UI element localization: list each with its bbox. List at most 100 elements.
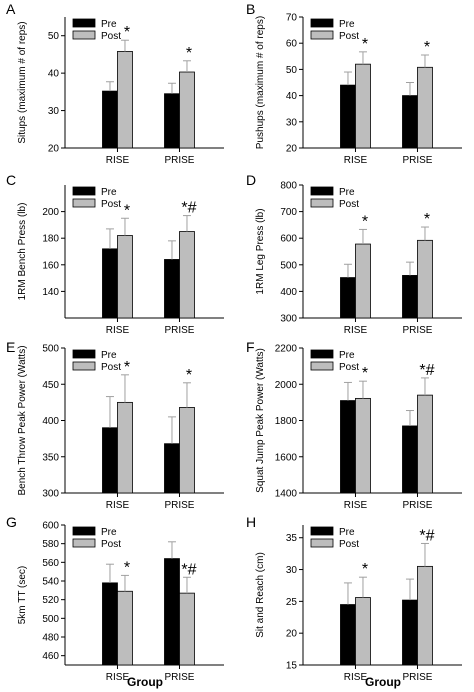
legend-swatch-post [310, 538, 334, 548]
x-tick-label: PRISE [402, 325, 432, 336]
significance-marker: * [362, 561, 368, 578]
bar-post-prise [417, 239, 433, 319]
y-tick-label: 460 [42, 651, 59, 662]
legend-label-post: Post [339, 362, 359, 373]
chart-panel-b: B 20 30 40 50 60 70 Pushups (maximum # of reps)… [246, 1, 462, 166]
y-tick-label: 1800 [275, 416, 298, 427]
bar-pre-rise [102, 582, 118, 666]
y-axis-label: Pushups (maximum # of reps) [255, 16, 266, 149]
y-tick-label: 540 [42, 577, 59, 588]
legend-label-pre: Pre [339, 350, 355, 361]
y-tick-label: 50 [48, 31, 60, 42]
legend-swatch-post [310, 198, 334, 208]
y-tick-label: 20 [286, 144, 298, 155]
legend-label-post: Post [101, 31, 121, 42]
y-tick-label: 580 [42, 539, 59, 550]
significance-marker: * [424, 211, 430, 228]
x-tick-label: RISE [344, 672, 368, 683]
bar-pre-prise [164, 259, 180, 319]
panel-letter: D [246, 172, 256, 188]
y-tick-label: 15 [286, 661, 298, 672]
x-tick-label: PRISE [402, 672, 432, 683]
bar-pre-rise [340, 277, 356, 319]
bar-pre-prise [402, 599, 418, 666]
x-tick-label: RISE [344, 155, 368, 166]
chart-panel-c: C 140 160 180 200 1RM Bench Press (lb) RISE * PR… [6, 172, 224, 336]
bar-pre-rise [102, 248, 118, 319]
significance-marker: *# [419, 362, 434, 379]
x-tick-label: PRISE [402, 500, 432, 511]
y-axis-label: Bench Throw Peak Power (Watts) [17, 345, 28, 495]
bar-pre-rise [340, 604, 356, 666]
bar-post-rise [117, 401, 133, 494]
y-tick-label: 30 [286, 117, 298, 128]
y-axis-label: 1RM Bench Press (lb) [17, 203, 28, 301]
legend-label-pre: Pre [101, 19, 117, 30]
legend-label-pre: Pre [339, 19, 355, 30]
bar-post-rise [355, 397, 371, 494]
legend-label-pre: Pre [339, 187, 355, 198]
significance-marker: * [124, 202, 130, 219]
bar-pre-prise [402, 275, 418, 319]
y-axis-label: Situps (maximum # of reps) [17, 21, 28, 143]
bar-post-prise [179, 71, 195, 149]
legend-swatch-post [72, 198, 96, 208]
x-tick-label: RISE [344, 325, 368, 336]
significance-marker: * [124, 24, 130, 41]
bar-pre-prise [402, 425, 418, 494]
significance-marker: *# [181, 561, 196, 578]
bar-post-prise [417, 394, 433, 494]
y-tick-label: 300 [42, 489, 59, 500]
bar-pre-prise [164, 93, 180, 149]
significance-marker: * [362, 36, 368, 53]
legend-swatch-pre [72, 186, 96, 196]
legend-swatch-post [72, 361, 96, 371]
chart-panel-a: A 20 30 40 50 Situps (maximum # of reps) RISE *… [6, 1, 224, 166]
x-tick-label: RISE [106, 325, 130, 336]
legend-swatch-post [72, 538, 96, 548]
bar-pre-prise [164, 443, 180, 494]
legend-label-pre: Pre [339, 527, 355, 538]
bar-post-rise [355, 597, 371, 666]
significance-marker: * [186, 367, 192, 384]
bar-post-prise [179, 231, 195, 319]
y-tick-label: 60 [286, 39, 298, 50]
y-tick-label: 500 [280, 260, 297, 271]
significance-marker: * [124, 559, 130, 576]
y-tick-label: 520 [42, 595, 59, 606]
y-tick-label: 450 [42, 380, 59, 391]
bar-post-rise [117, 51, 133, 149]
x-axis-label-left: Group [127, 675, 163, 689]
bar-post-rise [117, 590, 133, 666]
panel-letter: H [246, 514, 256, 530]
bar-pre-rise [340, 400, 356, 494]
y-tick-label: 2200 [275, 344, 298, 355]
y-tick-label: 2000 [275, 380, 298, 391]
y-tick-label: 600 [42, 521, 59, 532]
chart-panel-h: H 15 20 25 30 35 Sit and Reach (cm) RISE * PRISE *… [246, 514, 462, 683]
x-tick-label: PRISE [164, 155, 194, 166]
panel-letter: C [6, 172, 16, 188]
y-tick-label: 800 [280, 181, 297, 192]
bar-pre-prise [402, 95, 418, 149]
legend-label-post: Post [101, 362, 121, 373]
panel-letter: B [246, 1, 255, 17]
legend-swatch-post [310, 30, 334, 40]
bar-pre-prise [164, 558, 180, 666]
legend-swatch-pre [310, 526, 334, 536]
y-tick-label: 1600 [275, 452, 298, 463]
y-axis-label: 1RM Leg Press (lb) [255, 208, 266, 294]
x-tick-label: PRISE [164, 672, 194, 683]
legend-swatch-pre [72, 349, 96, 359]
x-tick-label: RISE [106, 672, 130, 683]
x-tick-label: RISE [106, 500, 130, 511]
x-tick-label: PRISE [164, 325, 194, 336]
y-tick-label: 40 [48, 69, 60, 80]
x-tick-label: RISE [106, 155, 130, 166]
panel-letter: E [6, 339, 15, 355]
legend-label-pre: Pre [101, 527, 117, 538]
y-tick-label: 1400 [275, 489, 298, 500]
y-tick-label: 700 [280, 207, 297, 218]
significance-marker: * [186, 45, 192, 62]
